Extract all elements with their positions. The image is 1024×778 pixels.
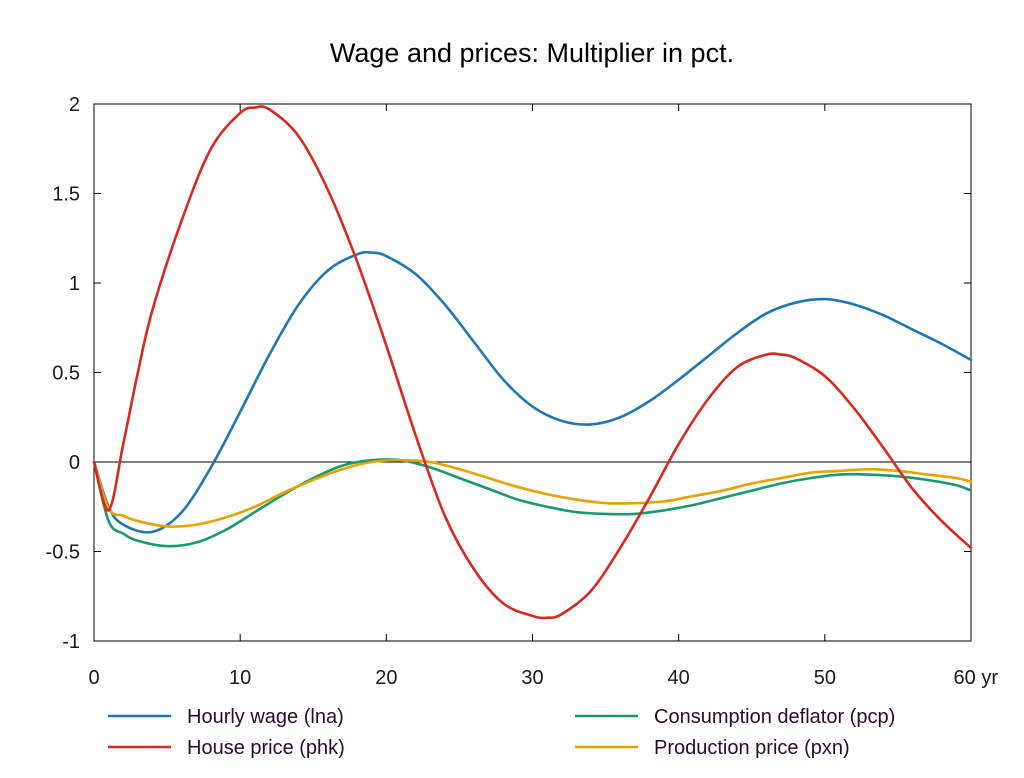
- x-tick-label: 40: [668, 667, 690, 689]
- x-tick-label: 10: [229, 667, 251, 689]
- y-tick-label: -1: [62, 631, 80, 653]
- plot-area: -1-0.500.511.520 10 20 30 40 50 60 yr: [46, 94, 999, 689]
- y-tick-label: 1: [69, 273, 80, 295]
- legend: Hourly wage (lna) House price (phk) Consum…: [108, 706, 895, 759]
- legend-label: Hourly wage (lna): [187, 706, 344, 728]
- series-line-hourly-wage-lna: [92, 250, 973, 534]
- legend-label: Production price (pxn): [654, 737, 850, 759]
- series-line-consumption-deflator-pcp: [92, 458, 973, 548]
- series-line-house-price-phk: [92, 105, 973, 620]
- y-tick-label: -0.5: [46, 542, 80, 564]
- legend-label: House price (phk): [187, 737, 345, 759]
- series-line-production-price-pxn: [92, 458, 973, 528]
- x-tick-label: 50: [814, 667, 836, 689]
- y-tick-label: 0: [69, 452, 80, 474]
- y-tick-label: 1.5: [52, 184, 80, 206]
- y-tick-label: 0.5: [52, 363, 80, 385]
- x-tick-label: 20: [375, 667, 397, 689]
- legend-label: Consumption deflator (pcp): [654, 706, 895, 728]
- x-tick-label: 60 yr: [954, 667, 999, 689]
- x-tick-label: 30: [521, 667, 543, 689]
- plot-frame: [93, 103, 972, 642]
- y-tick-label: 2: [69, 94, 80, 116]
- x-tick-label: 0: [88, 667, 99, 689]
- chart-title: Wage and prices: Multiplier in pct.: [330, 38, 734, 68]
